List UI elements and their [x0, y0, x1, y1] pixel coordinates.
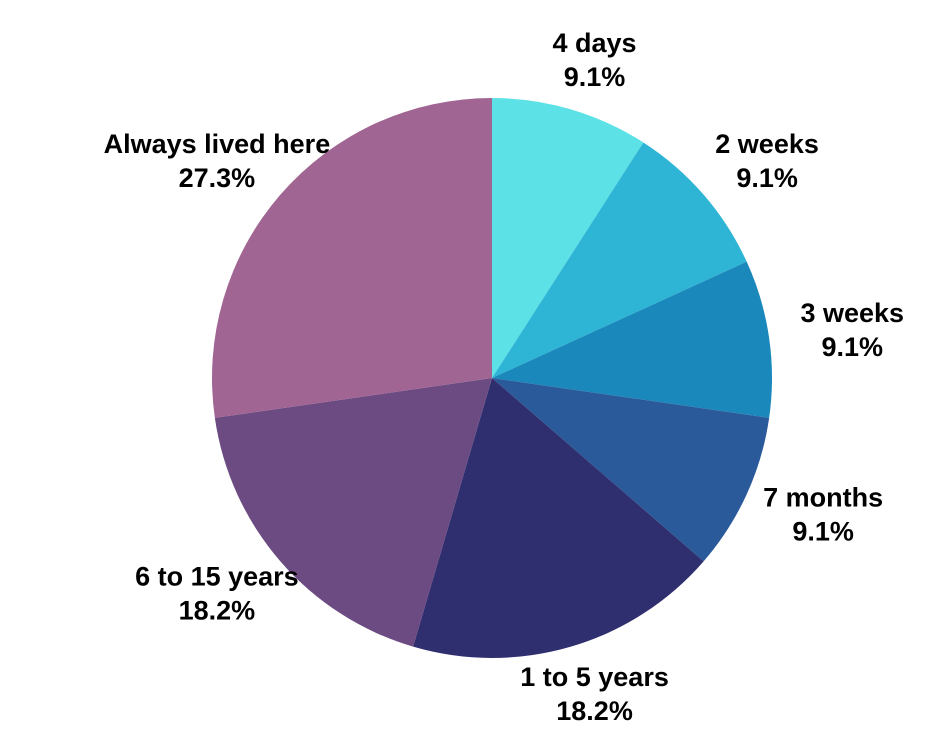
slice-value-label: 9.1%	[736, 163, 798, 193]
slice-value-label: 9.1%	[564, 62, 626, 92]
slice-value-label: 27.3%	[179, 163, 256, 193]
pie-slice	[492, 142, 747, 378]
slice-label: 3 weeks	[800, 298, 904, 328]
pie-slice	[492, 378, 770, 562]
slice-label: 4 days	[553, 28, 637, 58]
slice-label: Always lived here	[104, 129, 331, 159]
slice-label: 2 weeks	[715, 129, 819, 159]
slice-value-label: 9.1%	[792, 516, 854, 546]
slice-value-label: 18.2%	[556, 696, 633, 726]
slice-label: 1 to 5 years	[520, 662, 669, 692]
pie-slice	[413, 378, 704, 658]
slice-label: 6 to 15 years	[135, 561, 299, 591]
pie-slice	[212, 98, 492, 418]
slice-value-label: 9.1%	[822, 332, 884, 362]
slice-label: 7 months	[763, 482, 883, 512]
pie-slice	[492, 98, 644, 378]
slice-value-label: 18.2%	[179, 595, 256, 625]
pie-slice	[214, 378, 493, 647]
pie-slice	[492, 261, 772, 418]
